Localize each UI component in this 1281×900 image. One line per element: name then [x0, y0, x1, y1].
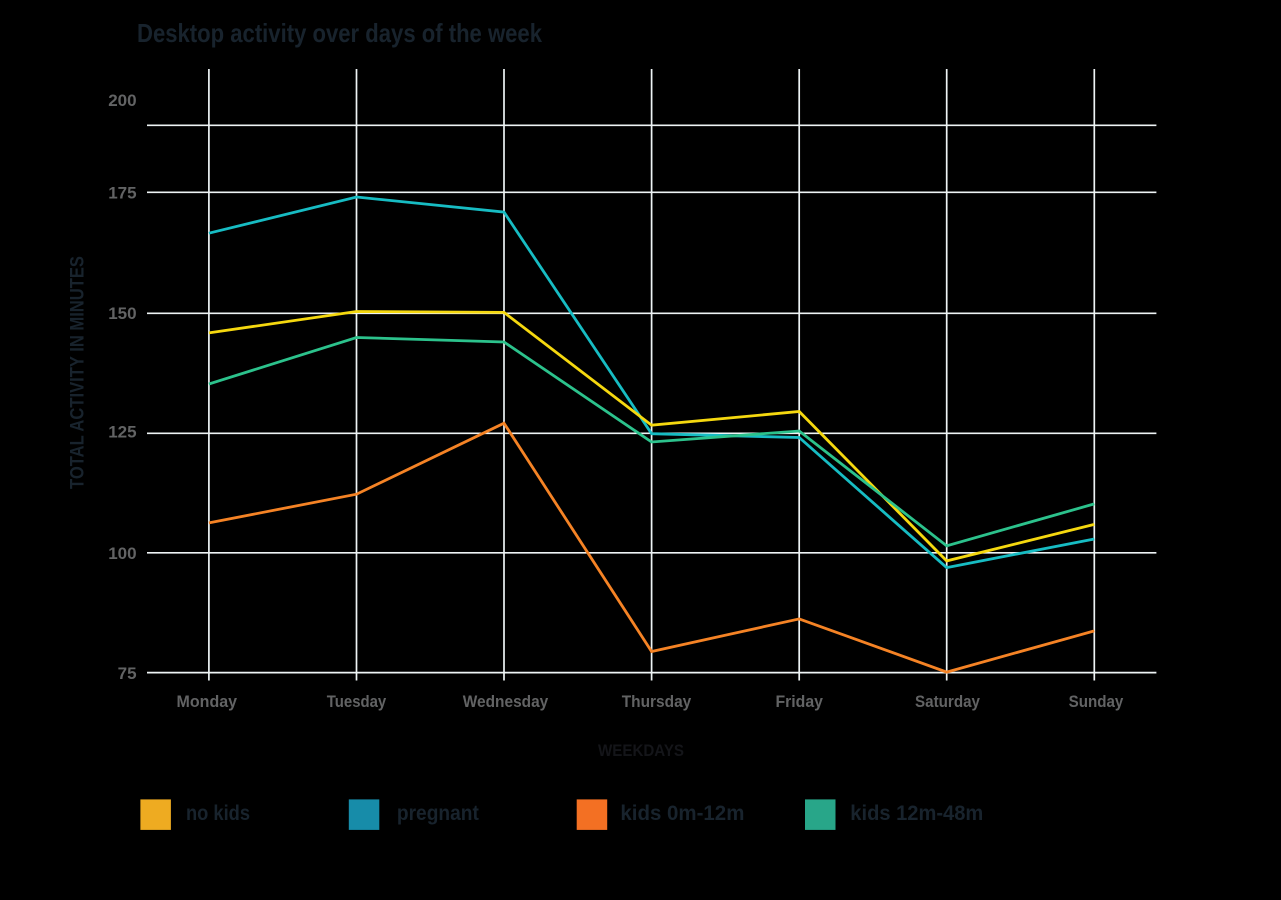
- svg-text:WEEKDAYS: WEEKDAYS: [598, 741, 684, 760]
- svg-text:Sunday: Sunday: [1069, 692, 1124, 711]
- svg-text:Tuesday: Tuesday: [327, 692, 387, 711]
- svg-text:TOTAL ACTIVITY IN MINUTES: TOTAL ACTIVITY IN MINUTES: [67, 256, 89, 489]
- svg-text:150: 150: [108, 304, 136, 323]
- svg-text:100: 100: [108, 544, 136, 563]
- svg-text:125: 125: [108, 423, 136, 442]
- svg-text:kids 12m-48m: kids 12m-48m: [850, 802, 983, 825]
- svg-text:Saturday: Saturday: [915, 692, 980, 711]
- svg-text:Wednesday: Wednesday: [463, 692, 549, 711]
- svg-text:Friday: Friday: [775, 692, 823, 711]
- svg-text:Thursday: Thursday: [622, 692, 692, 711]
- svg-text:Desktop activity over days of: Desktop activity over days of the week: [137, 18, 542, 48]
- svg-text:200: 200: [108, 91, 136, 110]
- svg-text:Monday: Monday: [177, 692, 238, 711]
- svg-text:kids 0m-12m: kids 0m-12m: [620, 802, 744, 825]
- svg-text:no kids: no kids: [186, 802, 250, 825]
- svg-text:pregnant: pregnant: [397, 802, 479, 825]
- svg-text:175: 175: [108, 184, 136, 203]
- svg-text:75: 75: [118, 664, 137, 683]
